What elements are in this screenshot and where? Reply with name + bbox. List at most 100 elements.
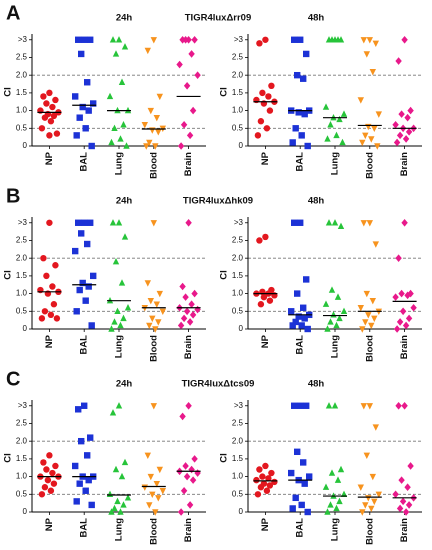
- point: [357, 305, 364, 312]
- point: [399, 497, 407, 506]
- point: [333, 131, 340, 139]
- point: [292, 125, 299, 132]
- point: [73, 132, 80, 139]
- point: [176, 60, 183, 69]
- point: [371, 315, 378, 323]
- point: [340, 110, 348, 117]
- subplot-title: 48h: [308, 196, 325, 207]
- x-tick-label: NP: [44, 334, 55, 348]
- point: [322, 483, 330, 490]
- point: [150, 37, 157, 44]
- x-tick-label: Brain: [183, 335, 194, 359]
- panel-letter: A: [6, 2, 20, 24]
- point: [336, 314, 343, 322]
- point: [115, 36, 123, 43]
- point: [359, 326, 366, 333]
- point: [88, 322, 95, 329]
- point: [359, 509, 366, 516]
- point: [141, 484, 148, 491]
- point: [147, 297, 154, 305]
- x-tick-label: BAL: [79, 152, 90, 172]
- point: [78, 437, 85, 445]
- point: [298, 501, 305, 509]
- point: [50, 301, 58, 308]
- point: [82, 125, 89, 132]
- point: [124, 494, 132, 501]
- point: [124, 304, 132, 311]
- point: [291, 219, 298, 226]
- point: [266, 482, 274, 489]
- point: [407, 462, 414, 470]
- point: [183, 472, 191, 481]
- point: [368, 505, 375, 513]
- point: [405, 314, 413, 323]
- point: [115, 402, 123, 409]
- point: [254, 132, 262, 139]
- point: [337, 222, 345, 230]
- y-tick-label: 1.0: [232, 289, 244, 298]
- point: [49, 469, 56, 477]
- point: [153, 480, 160, 488]
- point: [333, 504, 340, 512]
- point: [156, 290, 163, 298]
- point: [392, 120, 399, 129]
- point: [395, 57, 402, 65]
- point: [81, 36, 88, 43]
- y-axis-label: CI: [3, 453, 14, 463]
- point: [371, 125, 378, 132]
- point: [339, 138, 346, 146]
- x-tick-label: Lung: [330, 518, 341, 541]
- point: [120, 121, 127, 128]
- point: [38, 491, 46, 498]
- point: [297, 219, 304, 226]
- point: [401, 218, 408, 227]
- point: [336, 497, 343, 505]
- point: [300, 459, 307, 466]
- point: [114, 307, 121, 314]
- point: [288, 469, 295, 477]
- point: [120, 501, 127, 508]
- point: [152, 326, 159, 333]
- point: [322, 300, 330, 307]
- point: [371, 498, 378, 506]
- point: [257, 301, 265, 308]
- point: [43, 272, 50, 280]
- x-tick-label: NP: [260, 334, 271, 348]
- point: [146, 502, 153, 509]
- point: [295, 313, 302, 320]
- point: [108, 325, 115, 332]
- x-tick-label: BAL: [295, 335, 306, 355]
- point: [402, 321, 410, 330]
- point: [43, 100, 50, 107]
- point: [303, 50, 310, 58]
- point: [301, 110, 308, 118]
- point: [82, 487, 89, 494]
- y-tick-label: >3: [234, 218, 244, 227]
- point: [121, 233, 129, 240]
- point: [121, 43, 129, 50]
- point: [156, 466, 163, 474]
- point: [405, 501, 413, 509]
- subplot-title: 48h: [308, 13, 325, 24]
- y-tick-label: 2.5: [232, 236, 244, 245]
- point: [303, 276, 310, 283]
- point: [146, 139, 153, 147]
- point: [366, 37, 373, 44]
- point: [53, 315, 61, 322]
- point: [144, 452, 151, 460]
- y-tick-label: 1.0: [16, 472, 28, 481]
- point: [268, 469, 275, 477]
- point: [118, 78, 126, 85]
- point: [106, 92, 114, 100]
- point: [155, 129, 162, 136]
- point: [152, 143, 159, 150]
- point: [111, 504, 118, 512]
- y-tick-label: 1.5: [16, 88, 28, 97]
- point: [88, 501, 95, 509]
- point: [186, 131, 194, 140]
- y-tick-label: 2.0: [16, 253, 28, 262]
- point: [304, 325, 311, 333]
- point: [81, 402, 88, 409]
- point: [259, 473, 266, 480]
- y-tick-label: 0.5: [232, 306, 244, 315]
